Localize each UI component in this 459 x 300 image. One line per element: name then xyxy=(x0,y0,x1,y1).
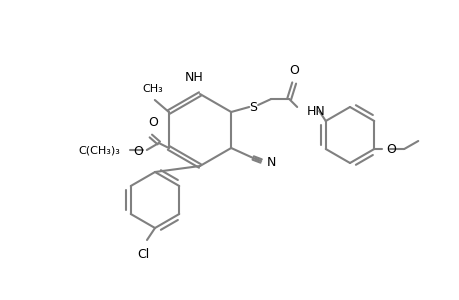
Text: O: O xyxy=(386,142,395,155)
Text: NH: NH xyxy=(184,71,203,84)
Text: O: O xyxy=(147,116,157,129)
Text: C(CH₃)₃: C(CH₃)₃ xyxy=(78,145,119,155)
Text: CH₃: CH₃ xyxy=(142,84,163,94)
Text: O: O xyxy=(133,145,142,158)
Text: S: S xyxy=(249,100,257,113)
Text: Cl: Cl xyxy=(137,248,149,261)
Text: O: O xyxy=(289,64,298,77)
Text: N: N xyxy=(267,155,276,169)
Text: HN: HN xyxy=(307,104,325,118)
